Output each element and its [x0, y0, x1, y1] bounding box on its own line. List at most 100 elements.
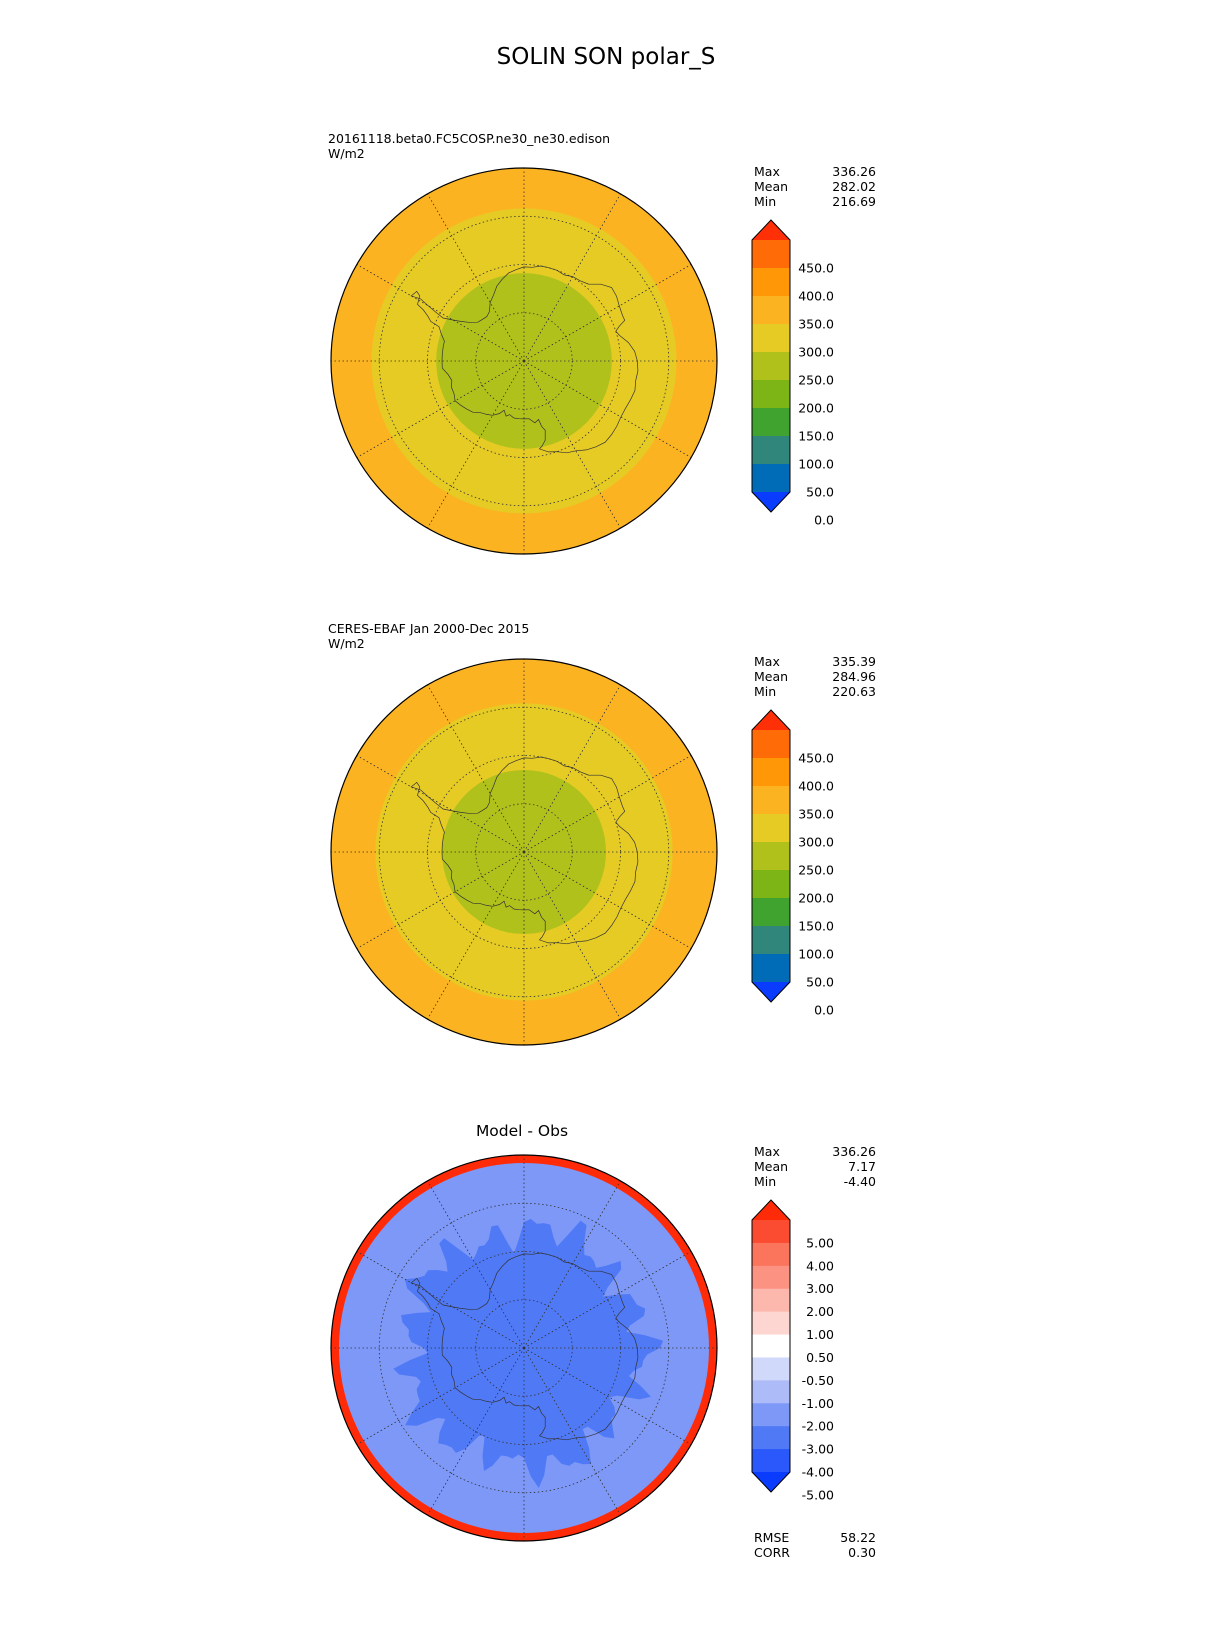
colorbar-segment [752, 1265, 790, 1290]
colorbar-tick-label: 150.0 [798, 429, 834, 444]
panel-ref-units: W/m2 [328, 636, 365, 651]
colorbar-segment [752, 268, 790, 297]
colorbar-tick-label: -3.00 [802, 1442, 834, 1457]
colorbar-segment [752, 730, 790, 759]
map-boundary [330, 1154, 718, 1542]
panel-test: 20161118.beta0.FC5COSP.ne30_ne30.edison … [0, 0, 1212, 555]
map-boundary [330, 167, 718, 555]
stat-mean: Mean 7.17 [754, 1159, 876, 1174]
panel-test-label: 20161118.beta0.FC5COSP.ne30_ne30.edison … [328, 131, 610, 161]
colorbar-tick-label: -4.00 [802, 1465, 834, 1480]
panel-diff-stats: Max 336.26 Mean 7.17 Min -4.40 [754, 1144, 876, 1189]
colorbar-segment [752, 380, 790, 409]
colorbar-extend-bottom [752, 1472, 790, 1492]
panel-ref-label: CERES-EBAF Jan 2000-Dec 2015 W/m2 [328, 621, 529, 651]
colorbar-tick-label: 400.0 [798, 779, 834, 794]
panel-diff-title: Model - Obs [475, 1122, 569, 1140]
stat-min: Min 220.63 [754, 684, 876, 699]
graticule [331, 659, 717, 1045]
colorbar-tick-label: 3.00 [806, 1281, 834, 1296]
colorbar-segment [752, 1242, 790, 1267]
stat-corr: CORR 0.30 [754, 1545, 876, 1560]
stat-rmse: RMSE 58.22 [754, 1530, 876, 1545]
colorbar-extend-top [752, 1200, 790, 1220]
panel-ref-stats: Max 335.39 Mean 284.96 Min 220.63 [754, 654, 876, 699]
colorbar-ref: 450.0 400.0 350.0 300.0 250.0 200.0 150.0 100.0… [751, 709, 834, 1018]
colorbar-tick-label: 5.00 [806, 1235, 834, 1250]
colorbar-segment [752, 1449, 790, 1473]
colorbar-tick-label: 350.0 [798, 807, 834, 822]
colorbar-tick-label: 2.00 [806, 1304, 834, 1319]
map-boundary [330, 658, 718, 1046]
colorbar-segment [752, 814, 790, 843]
polar-map-ref [330, 658, 718, 1046]
colorbar-extend-bottom [752, 982, 790, 1002]
stat-mean: Mean 282.02 [754, 179, 876, 194]
colorbar-segment [752, 1220, 790, 1244]
stat-min: Min 216.69 [754, 194, 876, 209]
colorbar-segment [752, 1357, 790, 1381]
stat-min: Min -4.40 [754, 1174, 876, 1189]
colorbar-tick-label: 1.00 [806, 1327, 834, 1342]
panel-diff-error-stats: RMSE 58.22 CORR 0.30 [754, 1530, 876, 1560]
panel-test-case-name: 20161118.beta0.FC5COSP.ne30_ne30.edison [328, 131, 611, 146]
colorbar-segment [752, 324, 790, 353]
colorbar-segment [752, 898, 790, 927]
colorbar-segment [752, 1403, 790, 1427]
colorbar-tick-label: -2.00 [802, 1419, 834, 1434]
colorbar-tick-label: 200.0 [798, 401, 834, 416]
colorbar-tick-label: 0.0 [814, 1003, 834, 1018]
colorbar-tick-label: 300.0 [798, 345, 834, 360]
colorbar-segment [752, 464, 790, 493]
panel-ref: CERES-EBAF Jan 2000-Dec 2015 W/m2 Max 335… [0, 0, 1212, 1046]
stat-max: Max 336.26 [754, 164, 876, 179]
colorbar-tick-label: 200.0 [798, 891, 834, 906]
stat-mean: Mean 284.96 [754, 669, 876, 684]
antarctica-coastline [410, 1252, 639, 1441]
colorbar-segment [752, 1334, 790, 1358]
colorbar-segment [752, 1426, 790, 1450]
colorbar-tick-label: 400.0 [798, 289, 834, 304]
colorbar-tick-label: 0.50 [806, 1350, 834, 1365]
panel-test-stats: Max 336.26 Mean 282.02 Min 216.69 [754, 164, 876, 209]
colorbar-extend-top [752, 220, 790, 240]
colorbar-segment [752, 1380, 790, 1404]
colorbar-tick-label: 50.0 [806, 485, 834, 500]
stat-max: Max 336.26 [754, 1144, 876, 1159]
stat-max: Max 335.39 [754, 654, 876, 669]
colorbar-segment [752, 954, 790, 983]
colorbar-tick-label: 450.0 [798, 261, 834, 276]
colorbar-extend-bottom [752, 492, 790, 512]
colorbar-tick-label: 50.0 [806, 975, 834, 990]
colorbar-tick-label: 300.0 [798, 835, 834, 850]
antarctica-coastline [410, 265, 639, 454]
figure-title: SOLIN SON polar_S [496, 44, 716, 70]
colorbar-tick-label: -5.00 [802, 1487, 834, 1502]
colorbar-segment [752, 436, 790, 465]
colorbar-segment [752, 1288, 790, 1313]
colorbar-segment [752, 296, 790, 325]
colorbar-tick-label: 450.0 [798, 751, 834, 766]
colorbar-diff: 5.00 4.00 3.00 2.00 1.00 0.50 -0.50 -1.00 -2.00 -… [751, 1199, 834, 1502]
graticule [331, 1155, 717, 1541]
polar-map-test [330, 167, 718, 555]
colorbar-segment [752, 240, 790, 269]
colorbar-segment [752, 926, 790, 955]
colorbar-tick-label: 100.0 [798, 947, 834, 962]
colorbar-tick-label: -1.00 [802, 1396, 834, 1411]
colorbar-segment [752, 1311, 790, 1336]
colorbar-segment [752, 352, 790, 381]
colorbar-tick-label: 250.0 [798, 373, 834, 388]
colorbar-segment [752, 408, 790, 437]
colorbar-segment [752, 870, 790, 899]
colorbar-tick-label: 350.0 [798, 317, 834, 332]
colorbar-extend-top [752, 710, 790, 730]
colorbar-segment [752, 786, 790, 815]
panel-test-units: W/m2 [328, 146, 365, 161]
antarctica-coastline [410, 756, 639, 945]
polar-map-diff [330, 1154, 718, 1542]
colorbar-tick-label: 150.0 [798, 919, 834, 934]
colorbar-tick-label: 4.00 [806, 1258, 834, 1273]
colorbar-tick-label: 250.0 [798, 863, 834, 878]
colorbar-tick-label: -0.50 [802, 1373, 834, 1388]
